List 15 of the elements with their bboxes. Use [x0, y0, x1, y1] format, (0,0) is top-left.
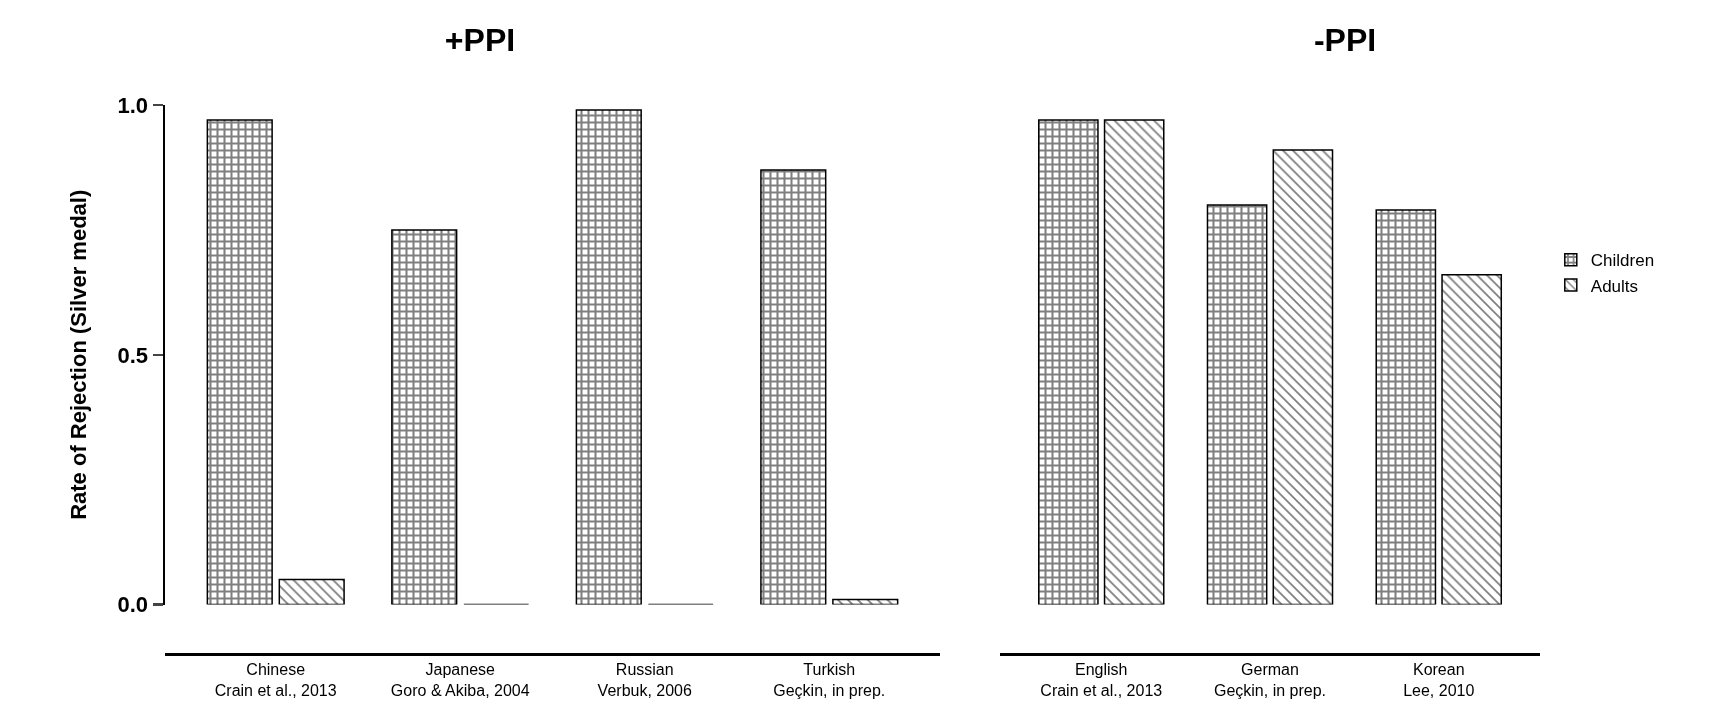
y-tick-label: 0.5 [117, 342, 149, 368]
x-tick-label: English Crain et al., 2013 [1040, 660, 1163, 699]
x-tick-label: German Geçkin, in prep. [1213, 660, 1327, 699]
x-tick-label: Chinese Crain et al., 2013 [214, 660, 337, 699]
x-tick-label: Korean Lee, 2010 [1403, 660, 1475, 699]
y-axis-title: Rate of Rejection (Silver medal) [66, 189, 92, 520]
text: Children [1590, 251, 1655, 271]
text: Adults [1590, 276, 1639, 296]
x-tick-label: Japanese Goro & Akiba, 2004 [390, 660, 530, 699]
y-tick-label: 1.0 [117, 92, 149, 118]
y-tick-label: 0.0 [117, 592, 149, 618]
x-tick-label: Turkish Geçkin, in prep. [773, 660, 886, 699]
x-tick-label: Russian Verbuk, 2006 [597, 660, 693, 699]
chart-title: -PPI [1313, 21, 1377, 58]
chart-title: +PPI [444, 21, 516, 58]
